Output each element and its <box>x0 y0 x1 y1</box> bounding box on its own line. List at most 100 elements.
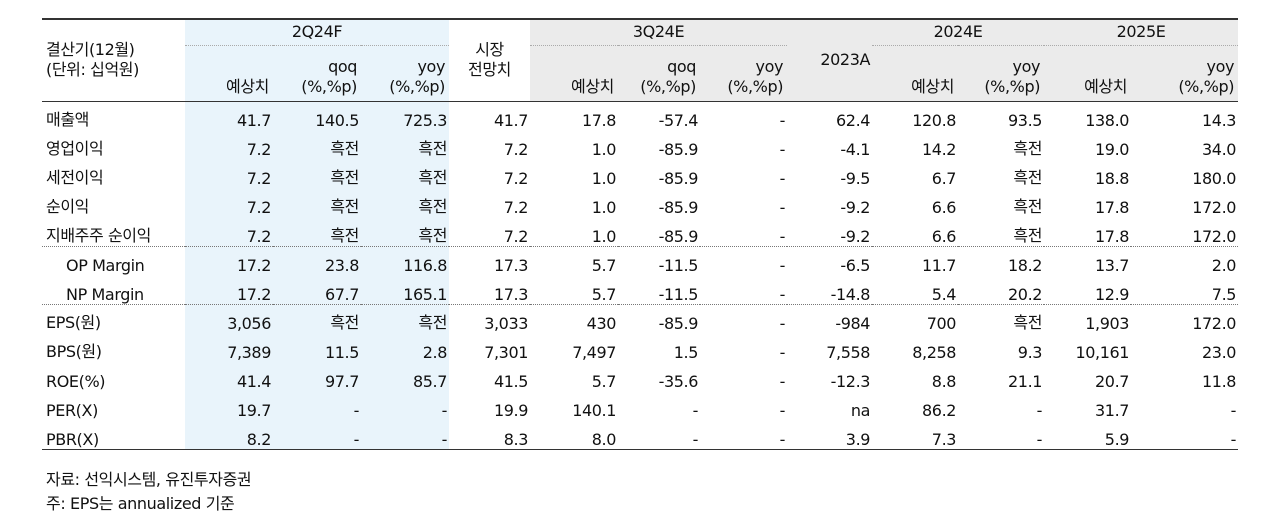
table-cell: 93.5 <box>1008 111 1043 130</box>
table-cell: - <box>700 245 788 275</box>
table-cell: 7,301 <box>484 343 529 362</box>
table-row: OP Margin 17.2 23.8 116.8 17.3 5.7 -11.5- -6.5 1… <box>42 245 1239 275</box>
table-cell: 1.0 <box>591 169 617 188</box>
row-label: 순이익 <box>46 197 89 216</box>
table-cell: 17.2 <box>185 275 273 304</box>
table-cell: 흑전 <box>1013 225 1043 245</box>
table-cell: 17.8 <box>1095 226 1130 246</box>
table-row: ROE(%) 41.4 97.7 85.7 41.5 5.7 -35.6 - -12.3 8.8 2… <box>42 362 1238 391</box>
table-cell: - <box>700 420 788 450</box>
table-cell: - <box>779 169 786 188</box>
table-cell: 5.7 <box>591 372 617 391</box>
table-cell: 1.0 <box>591 198 617 217</box>
table-row: 순이익 7.2 흑전 흑전 7.2 1.0 -85.9- -9.2 6.6 흑전 17.8 172.0 <box>42 188 1238 217</box>
subhead-estimate: 예상치 <box>185 45 273 102</box>
table-cell: 7,497 <box>572 343 617 362</box>
group-3q24e: 3Q24E <box>530 18 788 46</box>
table-cell: 140.5 <box>273 101 361 130</box>
table-cell: 140.1 <box>572 401 617 420</box>
table-cell: - <box>958 420 1045 450</box>
table-cell: -57.4 <box>658 111 699 130</box>
table-cell: - <box>779 140 786 159</box>
table-cell: 흑전 <box>361 188 450 217</box>
table-cell: 1.0 <box>591 226 617 246</box>
row-label: 지배주주 순이익 <box>46 225 151 245</box>
table-cell: 62.4 <box>836 111 871 130</box>
table-cell: -85.9 <box>658 140 699 159</box>
table-cell: 2.0 <box>1131 245 1239 275</box>
table-cell: 41.7 <box>493 111 529 130</box>
table-cell: 20.7 <box>1095 372 1130 391</box>
table-cell: 19.9 <box>493 401 529 420</box>
table-cell: 19.0 <box>1095 140 1130 159</box>
table-cell: 흑전 <box>273 159 361 188</box>
table-cell: - <box>779 343 786 362</box>
table-cell: -984 <box>787 303 873 333</box>
table-cell: - <box>273 391 361 420</box>
table-cell: 8.0 <box>530 420 619 450</box>
table-cell: 85.7 <box>361 362 450 391</box>
table-cell: 흑전 <box>1013 197 1043 216</box>
table-cell: -6.5 <box>787 245 873 275</box>
table-cell: - <box>1230 401 1237 420</box>
table-cell: 12.9 <box>1095 284 1130 304</box>
table-cell: -35.6 <box>658 372 699 391</box>
table-cell: 6.7 <box>931 169 957 188</box>
table-cell: - <box>779 198 786 217</box>
table-cell: 172.0 <box>1131 303 1239 333</box>
table-cell: 41.4 <box>185 362 273 391</box>
table-row: 지배주주 순이익 7.2 흑전 흑전 7.2 1.0 -85.9- -9.2 6.6 흑전 17.8… <box>42 217 1238 246</box>
table-cell: - <box>779 226 786 246</box>
table-cell: - <box>779 111 786 130</box>
table-cell: - <box>361 391 450 420</box>
subhead-yoy: yoy (%,%p) <box>1131 45 1239 102</box>
table-cell: - <box>779 372 786 391</box>
table-cell: 14.3 <box>1202 111 1237 130</box>
table-cell: 725.3 <box>361 101 450 130</box>
table-row: PBR(X) 8.2- -8.3 8.0- -3.9 7.3-5.9- <box>42 420 1239 450</box>
subhead-qoq: qoq (%,%p) <box>273 45 361 102</box>
footnote: 주: EPS는 annualized 기준 <box>46 494 235 513</box>
table-cell: 41.5 <box>493 372 529 391</box>
table-cell: 19.7 <box>185 391 273 420</box>
subhead-qoq: qoq (%,%p) <box>618 45 701 102</box>
table-row: PER(X) 19.7- -19.9 140.1- - na 86.2-31.7- <box>42 391 1238 420</box>
table-cell: - <box>273 420 361 450</box>
table-cell: 11.5 <box>273 333 361 362</box>
table-cell: -85.9 <box>658 226 699 246</box>
subhead-estimate: 예상치 <box>530 45 619 102</box>
header-fiscal-year: 결산기(12월) <box>46 40 135 60</box>
table-cell: - <box>700 303 788 333</box>
table-cell: 흑전 <box>361 303 450 333</box>
table-cell: 67.7 <box>273 275 361 304</box>
table-cell: 13.7 <box>1044 245 1132 275</box>
table-cell: - <box>779 401 786 420</box>
table-cell: 2.8 <box>361 333 450 362</box>
table-cell: 흑전 <box>1013 168 1043 187</box>
table-cell: 흑전 <box>958 303 1045 333</box>
table-cell: 138.0 <box>1085 111 1130 130</box>
table-cell: -12.3 <box>830 372 871 391</box>
table-row: 세전이익 7.2 흑전 흑전 7.2 1.0 -85.9- -9.5 6.7 흑전 18.8 180.… <box>42 159 1238 188</box>
table-row: EPS(원) 3,056 흑전 흑전 3,033 430 -85.9- -984 700 흑전 1,… <box>42 303 1239 333</box>
table-cell: 120.8 <box>912 111 957 130</box>
table-cell: - <box>692 401 699 420</box>
row-label: 세전이익 <box>46 168 104 187</box>
table-cell: 7,389 <box>185 333 273 362</box>
table-cell: 5.7 <box>591 284 617 304</box>
table-cell: 8.3 <box>449 420 531 450</box>
table-cell: 7.2 <box>185 130 273 159</box>
table-cell: -85.9 <box>658 169 699 188</box>
table-cell: 7.5 <box>1211 284 1237 304</box>
header-unit: (단위: 십억원) <box>46 60 139 80</box>
table-cell: 23.0 <box>1202 343 1237 362</box>
table-cell: 흑전 <box>273 130 361 159</box>
table-cell: 97.7 <box>273 362 361 391</box>
table-cell: 흑전 <box>361 217 450 246</box>
table-cell: 17.8 <box>1095 198 1130 217</box>
table-cell: 17.2 <box>185 245 273 275</box>
table-cell: 18.2 <box>958 245 1045 275</box>
table-cell: 172.0 <box>1192 226 1237 246</box>
table-cell: 10,161 <box>1075 343 1130 362</box>
table-cell: 11.8 <box>1202 372 1237 391</box>
